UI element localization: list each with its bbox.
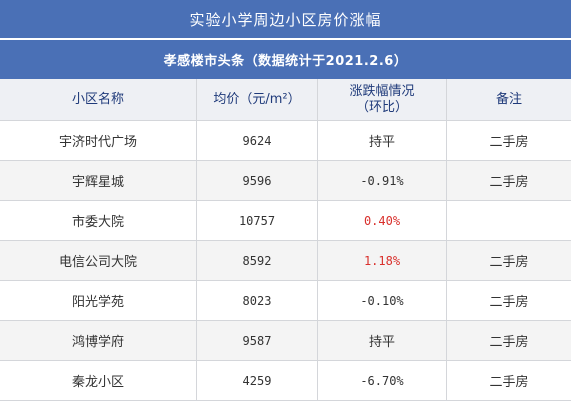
avg-price-cell: 9587 [197, 321, 318, 361]
table-row: 宇辉星城 9596 -0.91% 二手房 [0, 161, 571, 201]
avg-price-cell: 4259 [197, 361, 318, 401]
change-cell: -0.10% [318, 281, 447, 321]
table-row: 阳光学苑 8023 -0.10% 二手房 [0, 281, 571, 321]
community-name-cell: 宇济时代广场 [0, 121, 197, 161]
table-row: 市委大院 10757 0.40% [0, 201, 571, 241]
change-cell: 持平 [318, 321, 447, 361]
avg-price-cell: 10757 [197, 201, 318, 241]
table-row: 鸿博学府 9587 持平 二手房 [0, 321, 571, 361]
change-cell: 持平 [318, 121, 447, 161]
note-cell: 二手房 [447, 121, 571, 161]
change-cell: -0.91% [318, 161, 447, 201]
header-price-change: 涨跌幅情况 （环比） [318, 79, 447, 121]
avg-price-cell: 9624 [197, 121, 318, 161]
note-cell [447, 201, 571, 241]
community-name-cell: 市委大院 [0, 201, 197, 241]
table-row: 宇济时代广场 9624 持平 二手房 [0, 121, 571, 161]
header-label: 备注 [495, 91, 522, 107]
header-label: 小区名称 [71, 91, 124, 107]
page-subtitle: 孝感楼市头条（数据统计于2021.2.6） [0, 40, 571, 79]
community-name-cell: 鸿博学府 [0, 321, 197, 361]
header-avg-price: 均价（元/m²） [197, 79, 318, 121]
note-cell: 二手房 [447, 241, 571, 281]
page-title: 实验小学周边小区房价涨幅 [0, 0, 571, 38]
note-cell: 二手房 [447, 281, 571, 321]
community-name-cell: 阳光学苑 [0, 281, 197, 321]
avg-price-cell: 9596 [197, 161, 318, 201]
avg-price-cell: 8023 [197, 281, 318, 321]
change-cell: 0.40% [318, 201, 447, 241]
header-community-name: 小区名称 [0, 79, 197, 121]
table-header-row: 小区名称 均价（元/m²） 涨跌幅情况 （环比） 备注 [0, 79, 571, 121]
community-name-cell: 宇辉星城 [0, 161, 197, 201]
note-cell: 二手房 [447, 361, 571, 401]
community-name-cell: 秦龙小区 [0, 361, 197, 401]
header-label: 均价（元/m²） [213, 91, 301, 107]
note-cell: 二手房 [447, 161, 571, 201]
change-cell: 1.18% [318, 241, 447, 281]
change-cell: -6.70% [318, 361, 447, 401]
header-label: 涨跌幅情况 [349, 83, 415, 99]
table-row: 电信公司大院 8592 1.18% 二手房 [0, 241, 571, 281]
banner-divider [0, 38, 571, 40]
community-name-cell: 电信公司大院 [0, 241, 197, 281]
table-row: 秦龙小区 4259 -6.70% 二手房 [0, 361, 571, 401]
header-sublabel: （环比） [355, 99, 408, 115]
price-table: 小区名称 均价（元/m²） 涨跌幅情况 （环比） 备注 宇济时代广场 9624 … [0, 79, 571, 401]
note-cell: 二手房 [447, 321, 571, 361]
avg-price-cell: 8592 [197, 241, 318, 281]
header-note: 备注 [447, 79, 571, 121]
